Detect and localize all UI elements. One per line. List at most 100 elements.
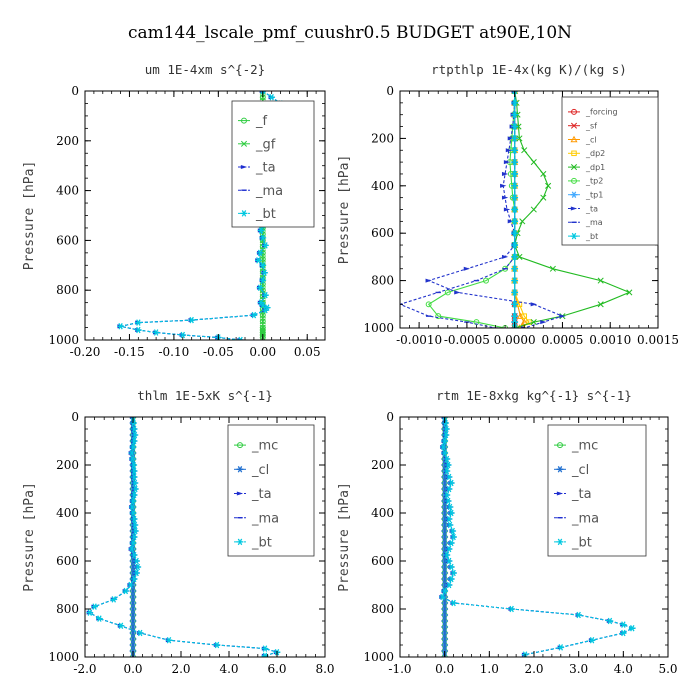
data-point	[441, 569, 449, 577]
legend-label: _forcing	[585, 108, 618, 117]
data-point	[256, 249, 264, 257]
legend-label: _ma	[251, 511, 279, 526]
data-point	[511, 99, 519, 107]
data-point	[511, 277, 519, 284]
data-point	[511, 147, 519, 154]
x-tick-label: 5.0	[658, 662, 677, 676]
y-axis-label: Pressure [hPa]	[337, 155, 352, 265]
legend-marker	[570, 232, 578, 240]
data-point	[259, 91, 267, 95]
data-point	[511, 218, 519, 225]
y-tick-label: 800	[56, 602, 79, 616]
data-point	[511, 194, 519, 201]
data-point	[445, 557, 453, 565]
legend-marker	[570, 135, 578, 143]
data-point	[152, 329, 160, 336]
data-point	[165, 636, 173, 644]
data-point	[511, 111, 519, 118]
panel-title: rtpthlp 1E-4x(kg K)/(kg s)	[431, 62, 627, 77]
y-tick-label: 600	[371, 226, 394, 240]
data-point	[441, 587, 449, 595]
x-tick-label: 0.0	[123, 662, 142, 676]
x-tick-label: -0.15	[114, 345, 145, 359]
data-point	[443, 455, 451, 463]
legend-marker	[240, 164, 248, 170]
data-point	[130, 425, 138, 433]
legend-marker	[236, 491, 244, 496]
legend-marker	[571, 108, 577, 115]
legend-label: _cl	[571, 463, 589, 478]
legend-marker	[571, 177, 577, 184]
data-point	[213, 641, 221, 649]
data-point	[443, 467, 451, 475]
data-point	[129, 593, 137, 601]
data-point	[445, 515, 453, 523]
legend-marker	[240, 210, 248, 217]
data-point	[511, 241, 519, 249]
data-point	[606, 617, 614, 625]
y-tick-label: 600	[371, 554, 394, 568]
data-point	[445, 545, 453, 553]
legend-label: _ma	[585, 218, 603, 227]
data-point	[500, 183, 507, 188]
panel-rtpthlp: rtpthlp 1E-4x(kg K)/(kg s) Pressure [hPa]…	[337, 62, 679, 347]
data-point	[441, 605, 449, 613]
data-point	[443, 491, 451, 499]
legend-label: _bt	[585, 232, 598, 241]
data-point	[122, 587, 130, 595]
x-tick-label: 2.0	[171, 662, 190, 676]
y-tick-label: 0	[386, 84, 394, 98]
data-point	[441, 539, 449, 547]
y-tick-label: 1000	[363, 321, 394, 335]
data-point	[130, 533, 138, 541]
legend-marker	[556, 491, 564, 496]
legend-label: _mc	[571, 439, 598, 454]
y-tick-label: 200	[56, 458, 79, 472]
x-tick-label: 3.0	[569, 662, 588, 676]
data-point	[259, 329, 266, 336]
data-point	[131, 521, 139, 529]
data-point	[133, 569, 140, 577]
data-point	[619, 621, 627, 628]
data-point	[261, 269, 268, 277]
y-tick-label: 1000	[48, 333, 79, 347]
y-axis-label: Pressure [hPa]	[337, 482, 352, 592]
y-tick-label: 400	[56, 506, 79, 520]
data-point	[129, 635, 137, 643]
data-point	[259, 312, 266, 319]
data-point	[441, 509, 449, 517]
data-point	[454, 290, 461, 295]
data-point	[447, 563, 455, 571]
data-point	[441, 611, 449, 619]
data-point	[110, 596, 118, 603]
data-point	[503, 160, 511, 165]
legend-box	[561, 96, 659, 246]
data-point	[507, 136, 514, 141]
data-point	[445, 581, 453, 589]
data-point	[530, 302, 537, 307]
data-point	[449, 527, 457, 535]
x-tick-label: -2.0	[73, 662, 96, 676]
data-point	[441, 629, 449, 637]
legend-marker	[236, 466, 244, 473]
data-point	[129, 623, 137, 631]
figure-title: cam144_lscale_pmf_cuushr0.5 BUDGET at90E…	[128, 23, 572, 43]
x-tick-label: -0.20	[70, 345, 101, 359]
data-point	[188, 316, 196, 324]
data-point	[447, 575, 455, 583]
data-point	[530, 319, 537, 326]
data-point	[521, 313, 527, 319]
data-point	[132, 527, 139, 535]
data-point	[117, 323, 124, 330]
data-point	[511, 123, 519, 130]
data-point	[540, 194, 547, 201]
legend-marker	[236, 538, 244, 546]
legend-label: _tp1	[585, 191, 603, 200]
legend-label: _ta	[255, 161, 276, 176]
panel-um: um 1E-4xm s^{-2} Pressure [hPa] -0.20 -0.15…	[22, 62, 326, 359]
data-point	[516, 135, 523, 142]
data-point	[130, 467, 138, 475]
data-point	[134, 319, 142, 326]
x-tick-label: -0.0005	[444, 333, 490, 347]
series-line-tp2	[427, 91, 516, 328]
